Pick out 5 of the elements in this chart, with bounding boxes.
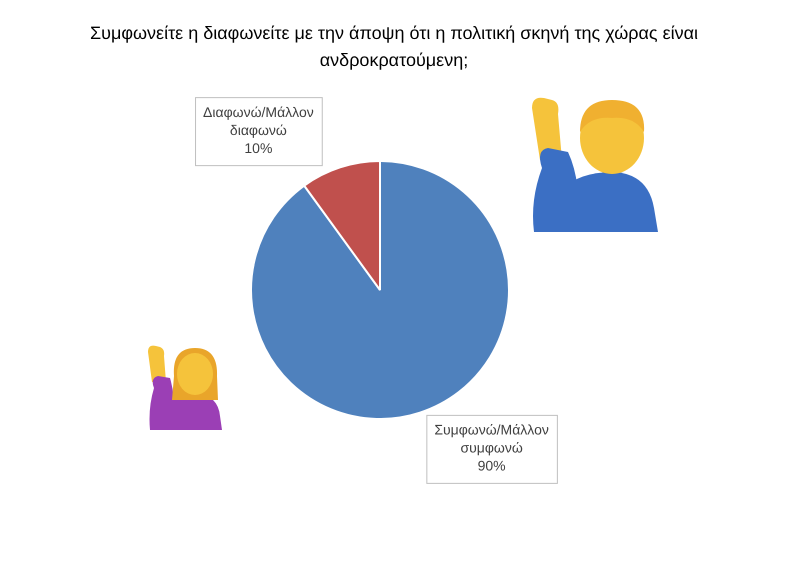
slice-label: Διαφωνώ/Μάλλον διαφωνώ [203, 104, 314, 138]
data-label: 90% [478, 458, 506, 474]
chart-title: Συμφωνείτε η διαφωνείτε με την άποψη ότι η πολιτική σκηνή της χώρας είναι ανδροκρατούμενη; [88, 22, 700, 72]
slice-label: Συμφωνώ/Μάλλον συμφωνώ [434, 422, 549, 456]
data-label: 10% [244, 140, 272, 156]
